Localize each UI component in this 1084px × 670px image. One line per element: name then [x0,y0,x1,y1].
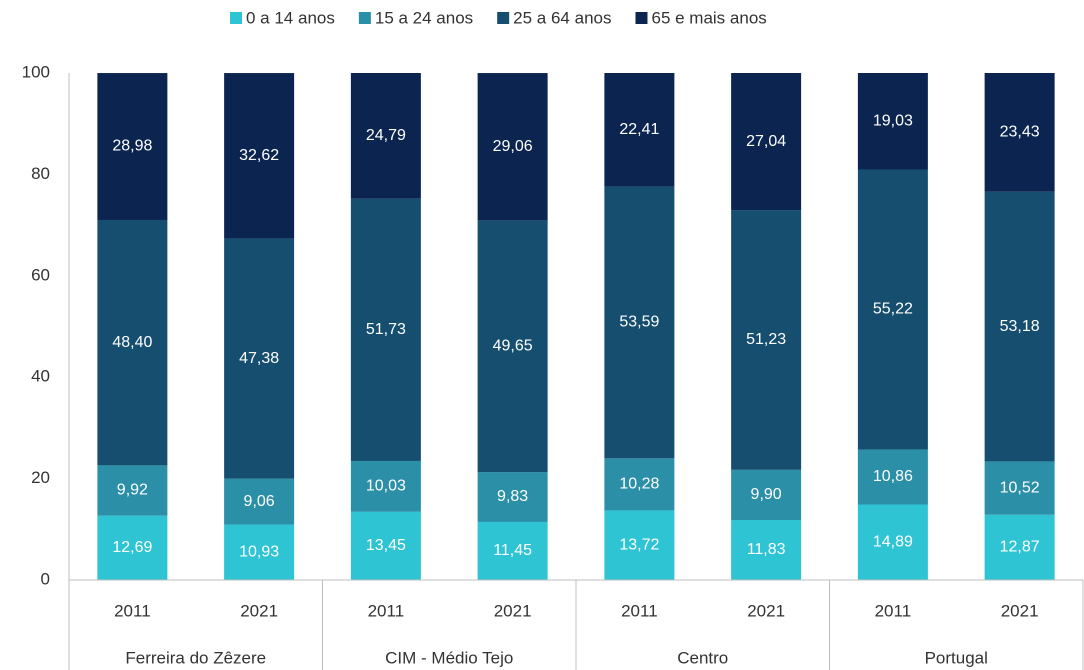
data-label: 53,18 [1000,318,1040,335]
data-label: 13,72 [619,536,659,553]
data-label: 48,40 [112,334,152,351]
data-label: 55,22 [873,301,913,318]
data-label: 9,83 [497,488,528,505]
bar-segment [731,469,802,521]
y-tick-label: 60 [31,265,50,284]
x-tick-label: 2021 [1001,601,1039,620]
bar-segment [604,458,675,511]
group-label: Ferreira do Zêzere [125,648,266,667]
data-label: 11,45 [493,542,532,559]
bar-segment [477,220,548,473]
data-label: 23,43 [1000,124,1040,141]
x-tick-label: 2011 [875,601,912,620]
bar-segment [97,515,168,580]
bar-segment [857,169,928,450]
data-label: 19,03 [873,112,913,129]
bar-segment [224,524,295,580]
bar-segment [350,460,421,512]
bar-segment [604,510,675,580]
data-label: 10,03 [366,478,406,495]
legend-swatch [230,12,242,24]
data-label: 10,52 [1000,479,1040,496]
x-tick-label: 2021 [240,601,278,620]
bar-segment [97,465,168,516]
bar-segment [604,73,675,187]
data-label: 53,59 [619,314,659,331]
data-label: 10,28 [619,476,659,493]
data-label: 10,93 [239,544,279,561]
data-label: 49,65 [493,337,533,354]
data-label: 51,73 [366,321,406,338]
bar-segment [224,478,295,525]
y-tick-label: 0 [41,569,50,588]
data-label: 28,98 [112,138,152,155]
group-label: Portugal [925,648,988,667]
bar-segment [984,514,1055,580]
legend-label: 0 a 14 anos [246,8,335,27]
bar-segment [984,73,1055,192]
data-label: 12,87 [1000,539,1040,556]
data-label: 22,41 [619,121,659,138]
x-tick-label: 2011 [621,601,658,620]
bar-segment [604,186,675,459]
bar-segment [857,504,928,580]
data-label: 51,23 [746,331,786,348]
data-label: 11,83 [747,541,786,558]
data-label: 47,38 [239,350,279,367]
bar-segment [224,238,295,479]
x-tick-label: 2011 [114,601,151,620]
data-label: 9,06 [244,493,275,510]
bar-segment [350,73,421,199]
x-tick-label: 2021 [494,601,532,620]
bar-segment [477,521,548,580]
x-tick-label: 2021 [747,601,785,620]
bar-segment [984,461,1055,515]
bar-segment [857,73,928,170]
data-label: 9,92 [117,482,148,499]
y-tick-label: 80 [31,164,50,183]
data-label: 24,79 [366,127,406,144]
data-label: 27,04 [746,133,786,150]
bar-segment [97,219,168,466]
bar-segment [477,73,548,221]
y-tick-label: 100 [22,62,50,81]
bar-segment [224,73,295,239]
x-tick-label: 2011 [368,601,405,620]
data-label: 13,45 [366,537,406,554]
data-label: 12,69 [112,539,152,556]
legend-swatch [358,12,371,24]
data-label: 9,90 [751,486,782,503]
legend-label: 25 a 64 anos [513,8,611,27]
data-label: 32,62 [239,147,279,164]
group-label: CIM - Médio Tejo [385,648,513,667]
legend-swatch [497,12,510,24]
legend-label: 65 e mais anos [651,8,766,27]
bar-segment [731,210,802,470]
y-tick-label: 20 [31,468,50,487]
y-tick-label: 40 [31,367,50,386]
bar-segment [857,449,928,505]
group-label: Centro [677,648,728,667]
data-label: 10,86 [873,468,913,485]
bar-segment [350,198,421,461]
legend-label: 15 a 24 anos [375,8,473,27]
bar-segment [97,73,168,220]
bar-segment [350,511,421,580]
data-label: 29,06 [493,138,533,155]
bar-segment [731,520,802,580]
data-label: 14,89 [873,533,913,550]
legend-swatch [635,12,648,24]
bar-segment [477,472,548,522]
bar-segment [731,73,802,211]
bar-segment [984,191,1055,462]
